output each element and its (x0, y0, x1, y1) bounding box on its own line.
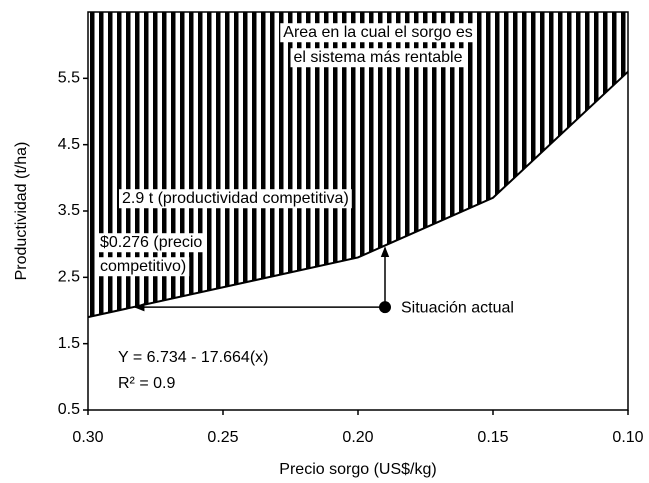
annotation: Area en la cual el sorgo es (283, 24, 472, 41)
annotation: el sistema más rentable (294, 49, 463, 66)
current-point (379, 301, 391, 314)
annotation: competitivo) (100, 258, 186, 275)
hatched-area (88, 12, 628, 318)
point-label: Situación actual (401, 299, 514, 316)
annotation: $0.276 (precio (100, 234, 202, 251)
annotation-bg (97, 233, 206, 253)
y-axis-title: Productividad (t/ha) (13, 142, 30, 281)
x-tick-label: 0.10 (612, 429, 643, 446)
y-tick-label: 2.5 (58, 269, 80, 286)
x-axis-title: Precio sorgo (US$/kg) (279, 461, 436, 478)
y-tick-label: 4.5 (58, 136, 80, 153)
curve (87, 70, 629, 319)
x-tick-label: 0.25 (207, 429, 238, 446)
annotation-bg (280, 23, 476, 43)
annotation: Y = 6.734 - 17.664(x) (118, 349, 268, 366)
x-tick-label: 0.30 (72, 429, 103, 446)
annotation-bg (115, 374, 179, 394)
y-tick-label: 3.5 (58, 202, 80, 219)
annotation: R² = 0.9 (118, 375, 175, 392)
annotation-bg (290, 48, 466, 68)
y-tick-label: 5.5 (58, 70, 80, 87)
annotation-bg (97, 257, 190, 277)
annotation-bg (115, 348, 272, 368)
annotation: 2.9 t (productividad competitiva) (122, 190, 349, 207)
annotation-bg (119, 189, 352, 209)
x-tick-label: 0.20 (342, 429, 373, 446)
y-tick-label: 1.5 (58, 335, 80, 352)
x-tick-label: 0.15 (477, 429, 508, 446)
y-tick-label: 0.5 (58, 401, 80, 418)
